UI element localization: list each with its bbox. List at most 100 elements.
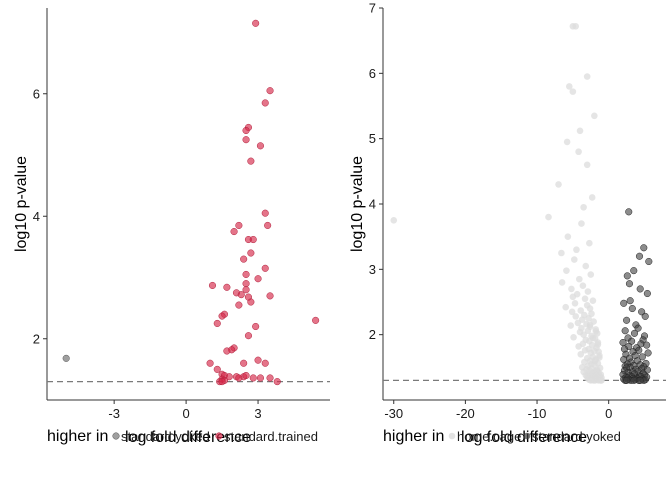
data-point	[575, 343, 582, 350]
data-point	[213, 319, 221, 327]
data-point	[218, 378, 226, 386]
legend-label-standard-trained-1: standard.trained	[224, 429, 318, 444]
data-point	[568, 308, 576, 316]
y-tick-label: 4	[33, 209, 40, 224]
data-point	[218, 312, 226, 320]
data-point	[640, 244, 648, 252]
data-point	[312, 316, 320, 324]
x-tick-label: -3	[108, 406, 120, 421]
x-tick-label: -20	[456, 406, 475, 421]
data-point	[261, 359, 269, 367]
data-point	[247, 249, 255, 257]
data-point	[630, 267, 638, 275]
data-point	[584, 288, 592, 295]
data-point	[645, 257, 653, 266]
data-point	[244, 332, 253, 340]
data-point	[586, 305, 594, 312]
y-ticks-1: 2 4 6	[33, 86, 47, 346]
data-point	[223, 283, 231, 291]
data-point	[254, 356, 262, 364]
data-point	[591, 112, 598, 120]
data-point	[223, 347, 231, 355]
data-point	[575, 148, 582, 156]
data-point	[261, 209, 269, 217]
data-point	[261, 99, 269, 107]
data-point	[586, 321, 594, 329]
data-point	[644, 349, 652, 357]
data-point	[576, 275, 583, 283]
legend-label-home-cage-2: home.cage	[457, 429, 521, 444]
data-point	[240, 359, 248, 367]
data-point	[242, 126, 250, 135]
chart-panel-1: -3 0 3 246 log fold difference log10 p-val…	[13, 8, 330, 446]
data-point	[572, 22, 580, 30]
data-point	[577, 307, 585, 314]
data-point	[580, 331, 587, 338]
data-point	[266, 87, 274, 95]
y-tick-label: 3	[369, 262, 376, 277]
data-point	[578, 220, 585, 227]
legend-label-standard-yoked-1: standard.yoked	[121, 429, 210, 444]
data-point	[569, 293, 577, 301]
data-point	[242, 280, 250, 288]
data-point	[252, 322, 260, 331]
data-point	[247, 157, 255, 165]
data-point	[590, 377, 597, 384]
data-point	[555, 181, 562, 188]
data-point	[589, 334, 597, 342]
data-point	[586, 239, 593, 247]
legend-panel-2: higher in home.cage standard.yoked	[383, 428, 621, 445]
data-point	[249, 374, 257, 382]
data-point	[583, 73, 591, 80]
y-axis-title-2: log10 p-value	[349, 156, 366, 252]
legend-key-standard-yoked-1	[112, 432, 120, 440]
data-point	[584, 327, 592, 335]
data-point	[570, 256, 578, 263]
data-point	[213, 365, 221, 373]
data-point	[235, 374, 243, 382]
data-point	[563, 138, 571, 146]
legend-key-standard-trained-1	[215, 432, 223, 440]
data-point	[240, 255, 248, 263]
data-point	[242, 270, 250, 278]
data-point	[249, 235, 257, 244]
data-point	[572, 313, 580, 320]
data-point	[576, 127, 584, 135]
y-tick-label: 4	[369, 197, 376, 212]
data-point	[588, 194, 596, 201]
data-point	[635, 252, 644, 260]
y-tick-label: 6	[33, 86, 40, 101]
data-point	[625, 280, 634, 288]
data-point	[562, 303, 569, 311]
points-group-1	[62, 19, 320, 386]
data-point	[634, 324, 642, 332]
legend-panel-1: higher in standard.yoked standard.traine…	[47, 428, 318, 445]
data-point	[623, 376, 631, 384]
data-point	[623, 316, 631, 324]
x-tick-label: 3	[254, 406, 261, 421]
data-point	[62, 354, 70, 362]
x-axis-title-2: log fold difference	[461, 429, 587, 446]
data-point	[626, 297, 634, 305]
data-point	[208, 281, 217, 290]
data-point	[591, 357, 599, 365]
legend-title-panel-2: higher in	[383, 428, 444, 445]
data-point	[577, 350, 585, 358]
data-point	[643, 341, 651, 349]
data-point	[587, 271, 595, 278]
data-point	[565, 83, 573, 90]
x-tick-label: 0	[182, 406, 189, 421]
data-point	[593, 367, 600, 374]
data-point	[252, 19, 260, 27]
data-point	[574, 319, 582, 327]
data-point	[619, 338, 627, 347]
data-point	[630, 329, 639, 337]
data-point	[569, 88, 577, 95]
y-tick-label: 7	[369, 1, 376, 16]
data-point	[266, 374, 274, 382]
y-axis-title-1: log10 p-value	[13, 156, 30, 252]
data-point	[581, 347, 589, 354]
data-point	[563, 267, 570, 274]
points-group-2	[390, 22, 653, 384]
